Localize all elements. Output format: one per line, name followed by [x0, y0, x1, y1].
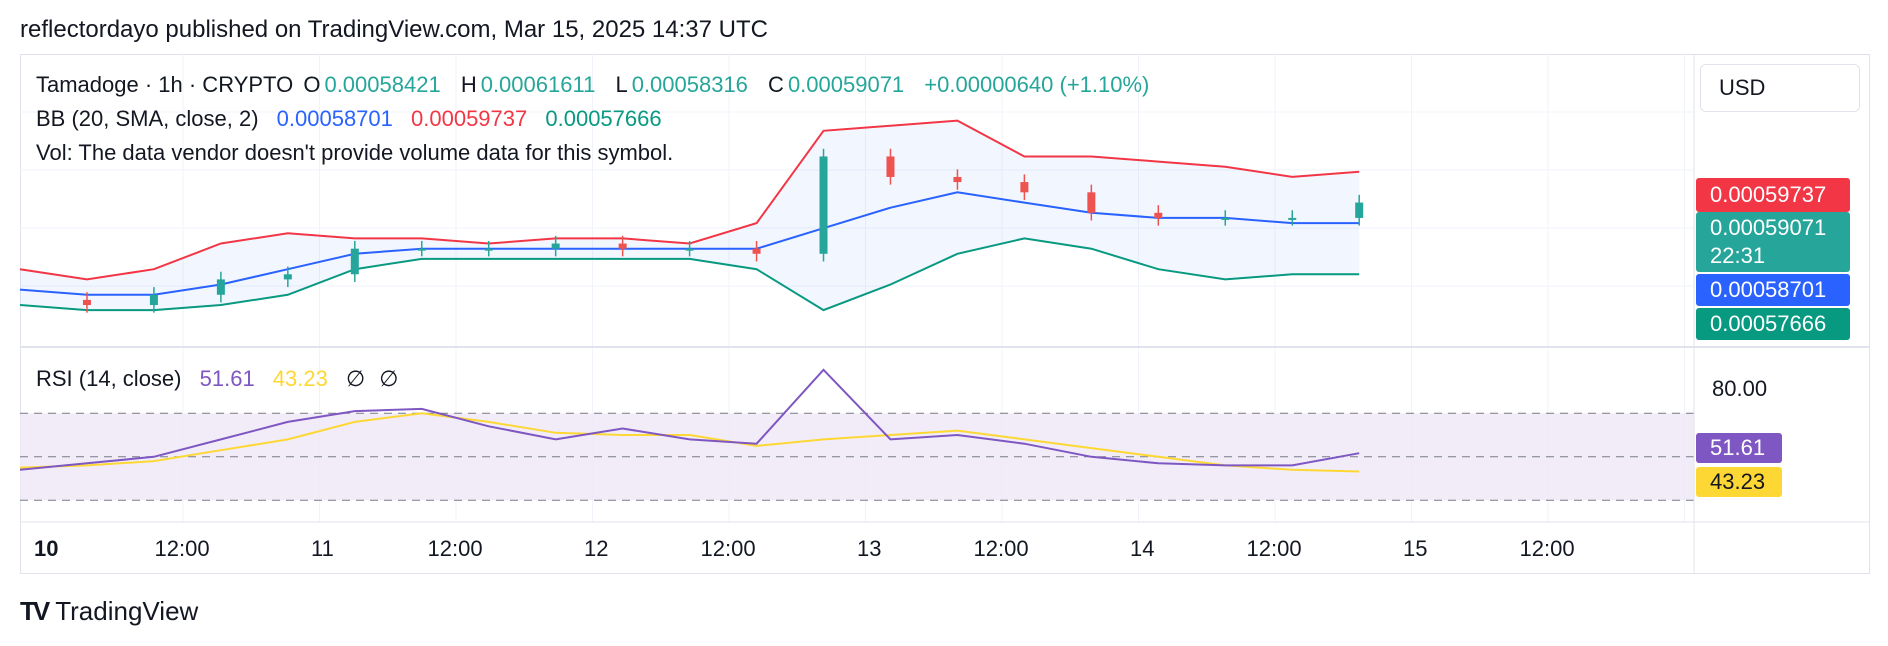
- candle-body: [1221, 217, 1230, 220]
- high-value: 0.00061611: [480, 72, 596, 97]
- last-price-value: 0.00059071: [1710, 215, 1827, 240]
- candle-body: [149, 294, 158, 306]
- currency-selector[interactable]: USD: [1700, 64, 1860, 112]
- bb-legend: BB (20, SMA, close, 2) 0.00058701 0.0005…: [36, 106, 666, 132]
- candle-body: [1355, 202, 1364, 218]
- tradingview-brand: TradingView: [55, 596, 199, 626]
- symbol-line[interactable]: Tamadoge · 1h · CRYPTO: [36, 72, 294, 97]
- high-label: H: [460, 72, 477, 97]
- bb-lower-value: 0.00057666: [545, 106, 662, 131]
- rsi-line: [19, 368, 1360, 471]
- low-label: L: [615, 72, 628, 97]
- rsi-ma-price-tag: 43.23: [1696, 467, 1782, 497]
- bb-label[interactable]: BB (20, SMA, close, 2): [36, 106, 259, 131]
- rsi-ma-value: 43.23: [272, 366, 328, 391]
- candle-body: [886, 156, 895, 177]
- open-value: 0.00058421: [324, 72, 441, 97]
- open-label: O: [303, 72, 321, 97]
- candle-body: [1087, 192, 1096, 213]
- last-price-tag: 0.00059071 22:31: [1696, 212, 1850, 272]
- time-axis-label: 15: [1403, 536, 1428, 561]
- time-axis-label: 12:00: [1246, 536, 1302, 561]
- candle-body: [551, 243, 560, 249]
- time-axis-label: 12: [584, 536, 609, 561]
- bar-countdown: 22:31: [1710, 243, 1766, 268]
- time-axis-label: 14: [1130, 536, 1155, 561]
- bb-basis-value: 0.00058701: [276, 106, 393, 131]
- rsi-ma-line: [19, 412, 1360, 473]
- candle-body: [685, 248, 694, 251]
- candle-body: [417, 248, 426, 251]
- time-axis-label: 12:00: [700, 536, 756, 561]
- candle-body: [82, 299, 91, 306]
- candle-body: [953, 176, 962, 183]
- bb-upper-price-tag: 0.00059737: [1696, 178, 1850, 212]
- tradingview-logo: TV TradingView: [20, 596, 198, 627]
- low-value: 0.00058316: [631, 72, 748, 97]
- bb-upper-value: 0.00059737: [411, 106, 528, 131]
- close-value: 0.00059071: [787, 72, 905, 97]
- bb-lower-price-tag: 0.00057666: [1696, 308, 1850, 340]
- time-axis-label: 12:00: [154, 536, 210, 561]
- time-axis-label: 12:00: [1519, 536, 1575, 561]
- rsi-price-tag: 51.61: [1696, 433, 1782, 463]
- publish-line: reflectordayo published on TradingView.c…: [20, 16, 768, 43]
- candle-body: [216, 279, 225, 295]
- time-axis-label: 11: [311, 536, 334, 561]
- rsi-extra-2: ∅: [379, 366, 399, 391]
- tradingview-logo-icon: TV: [20, 596, 50, 626]
- change-value: +0.00000640 (+1.10%): [924, 72, 1150, 97]
- chart-frame: [20, 54, 1870, 574]
- rsi-legend: RSI (14, close) 51.61 43.23 ∅ ∅: [36, 366, 402, 392]
- ohlc-legend: Tamadoge · 1h · CRYPTO O 0.00058421 H 0.00…: [36, 72, 1153, 98]
- candle-body: [1020, 182, 1029, 193]
- time-axis-label: 13: [857, 536, 882, 561]
- time-axis-label: 10: [34, 536, 59, 561]
- candle-body: [484, 248, 493, 251]
- volume-notice: Vol: The data vendor doesn't provide vol…: [36, 140, 674, 165]
- rsi-value: 51.61: [199, 366, 255, 391]
- candle-body: [1154, 212, 1163, 218]
- bb-basis-price-tag: 0.00058701: [1696, 274, 1850, 306]
- rsi-extra-1: ∅: [346, 366, 366, 391]
- time-axis-label: 12:00: [973, 536, 1029, 561]
- candle-body: [618, 243, 627, 249]
- candle-body: [752, 248, 761, 254]
- candle-body: [350, 248, 359, 275]
- rsi-band-fill: [20, 413, 1694, 501]
- candle-body: [1288, 217, 1297, 220]
- rsi-scale-80: 80.00: [1712, 376, 1768, 401]
- time-axis-label: 12:00: [427, 536, 483, 561]
- close-label: C: [768, 72, 784, 97]
- rsi-label[interactable]: RSI (14, close): [36, 366, 182, 391]
- candle-body: [819, 156, 828, 254]
- candle-body: [283, 274, 292, 280]
- bb-lower-line: [19, 237, 1360, 312]
